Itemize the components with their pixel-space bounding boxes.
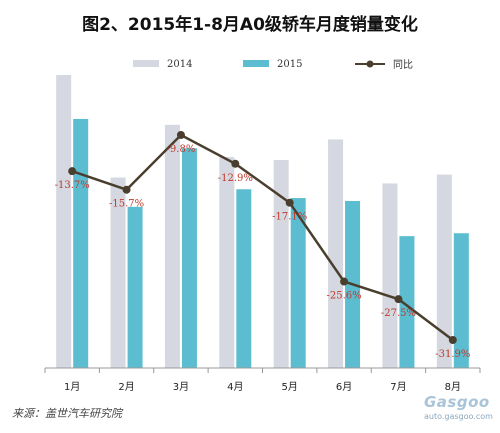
bar-2014 xyxy=(164,124,180,368)
bar-2014 xyxy=(110,177,126,368)
yoy-point xyxy=(231,159,240,168)
yoy-data-label: -27.5% xyxy=(381,308,416,319)
yoy-point xyxy=(285,198,294,207)
chart-title: 图2、2015年1-8月A0级轿车月度销量变化 xyxy=(82,15,418,35)
source-note: 来源：盖世汽车研究院 xyxy=(12,407,122,420)
x-tick-label: 6月 xyxy=(336,381,352,393)
x-tick-label: 7月 xyxy=(390,381,406,393)
yoy-data-label: -15.7% xyxy=(109,199,144,210)
bar-2014 xyxy=(56,75,72,368)
yoy-data-label: -25.6% xyxy=(326,291,361,302)
bar-2014 xyxy=(436,174,452,368)
legend-label-2014: 2014 xyxy=(167,59,192,70)
bar-2014 xyxy=(382,183,398,368)
bar-2015 xyxy=(236,189,252,368)
legend-swatch-2014 xyxy=(133,60,159,67)
bar-2014 xyxy=(273,159,289,368)
yoy-point xyxy=(340,277,349,286)
bar-2015 xyxy=(181,148,197,368)
bar-2015 xyxy=(290,198,306,368)
yoy-point xyxy=(176,131,185,139)
yoy-data-label: -12.9% xyxy=(218,173,253,184)
yoy-data-label: -31.9% xyxy=(435,349,470,360)
yoy-line xyxy=(71,133,454,341)
yoy-point xyxy=(122,185,131,194)
bar-2015 xyxy=(399,236,415,368)
x-tick-label: 4月 xyxy=(227,381,243,393)
yoy-data-label: -9.8% xyxy=(167,144,196,155)
bar-2014 xyxy=(328,139,344,368)
yoy-point xyxy=(394,295,403,304)
bar-2015 xyxy=(127,206,143,368)
bar-2015 xyxy=(73,118,89,368)
watermark-brand: Gasgoo xyxy=(424,393,490,411)
x-tick-label: 3月 xyxy=(173,381,189,393)
yoy-point xyxy=(68,167,77,176)
legend-marker-yoy xyxy=(366,60,374,68)
watermark-url: auto.gasgoo.com xyxy=(424,412,493,421)
legend-label-2015: 2015 xyxy=(277,59,302,70)
yoy-data-label: -17.1% xyxy=(272,212,307,223)
x-tick-label: 2月 xyxy=(118,381,134,393)
legend-swatch-2015 xyxy=(243,60,269,67)
yoy-data-label: -13.7% xyxy=(55,180,90,191)
bar-2014 xyxy=(219,157,235,368)
yoy-point xyxy=(448,336,457,344)
x-tick-label: 1月 xyxy=(64,381,80,393)
x-tick-label: 8月 xyxy=(445,381,461,393)
x-tick-label: 5月 xyxy=(282,381,298,393)
legend-label-yoy: 同比 xyxy=(393,59,413,71)
bar-2015 xyxy=(453,233,469,368)
